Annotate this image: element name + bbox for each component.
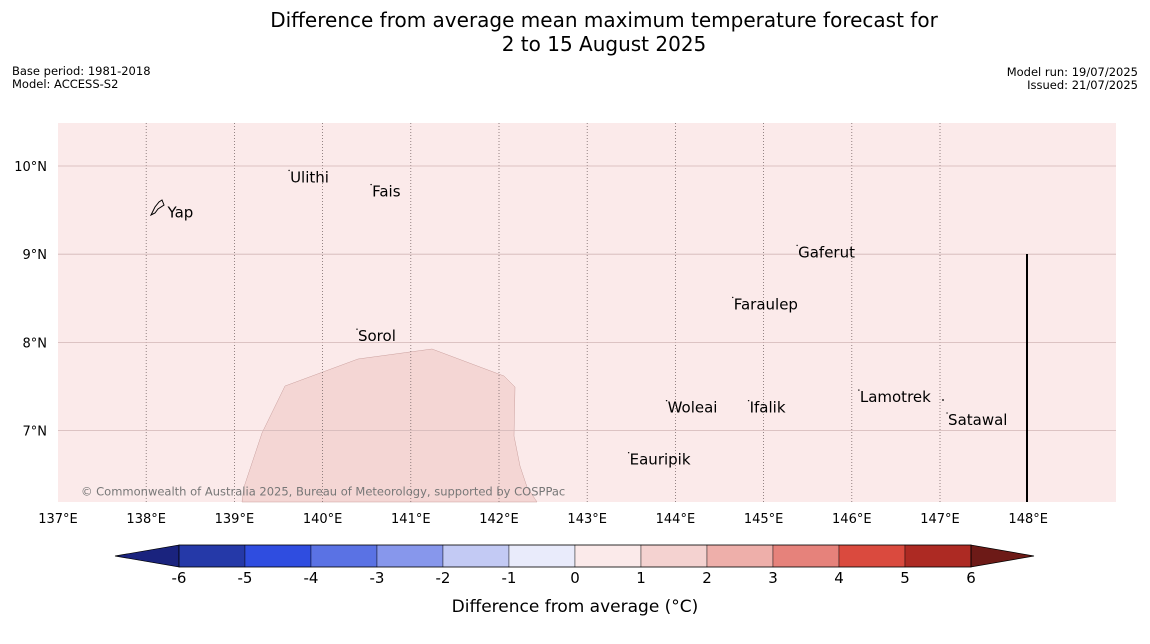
colorbar-bin [838,544,906,568]
run-info: Model run: 19/07/2025 Issued: 21/07/2025 [1007,66,1138,92]
latitude-labels: 10°N 9°N 8°N 7°N [14,160,47,440]
place-label-yap: Yap [166,204,193,222]
place-labels: Yap Ulithi Fais Gaferut Faraulep Sorol Lamotre… [166,168,1007,468]
island-dot [627,452,630,454]
island-dot [946,412,948,414]
latitude-label: 10°N [14,160,47,175]
island-dot [288,169,290,172]
longitude-label: 145°E [744,512,784,527]
island-dot [942,399,944,401]
model-text: Model: ACCESS-S2 [12,77,119,91]
model-run-text: Model run: 19/07/2025 [1006,65,1138,79]
island-dot [665,399,668,402]
base-period-text: Base period: 1981-2018 [12,64,151,78]
colorbar-tick-label: -2 [436,569,451,587]
colorbar-bin [376,544,444,568]
place-label-gaferut: Gaferut [798,243,855,261]
forecast-map: Yap Ulithi Fais Gaferut Faraulep Sorol Lamotre… [14,123,1116,617]
longitude-label: 141°E [391,512,431,527]
colorbar-bin [244,544,312,568]
colorbar-tick-label: -3 [370,569,385,587]
colorbar: -6 -5 -4 -3 -2 -1 0 1 2 3 4 5 6 Difference from aver… [114,544,1035,617]
anomaly-region-1-to-2 [241,348,538,503]
map-title: Difference from average mean maximum tem… [0,8,1150,56]
island-dot [370,183,372,186]
colorbar-tick-label: 1 [636,569,646,587]
island-dot [747,399,750,402]
longitude-label: 142°E [479,512,519,527]
place-label-woleai: Woleai [668,399,718,417]
colorbar-bin [442,544,510,568]
colorbar-bin [574,544,642,568]
place-label-lamotrek: Lamotrek [860,388,931,406]
longitude-labels: 137°E 138°E 139°E 140°E 141°E 142°E 143°E 144°E… [38,512,1048,527]
base-info: Base period: 1981-2018 Model: ACCESS-S2 [12,65,151,91]
longitude-label: 140°E [303,512,343,527]
colorbar-bin [508,544,576,568]
colorbar-bin [640,544,708,568]
colorbar-tick-label: 6 [966,569,976,587]
colorbar-tick-label: -4 [304,569,319,587]
colorbar-bin [904,544,972,568]
title-line-2: 2 to 15 August 2025 [501,32,707,56]
colorbar-tick-label: -5 [238,569,253,587]
colorbar-low-extend [114,544,180,568]
longitude-label: 137°E [38,512,78,527]
colorbar-bins [178,544,972,568]
colorbar-tick-label: 5 [900,569,910,587]
colorbar-tick-label: 3 [768,569,778,587]
latitude-label: 8°N [23,336,48,351]
latitude-label: 9°N [23,248,48,263]
longitude-label: 148°E [1008,512,1048,527]
longitude-label: 138°E [126,512,166,527]
place-label-satawal: Satawal [948,411,1007,429]
place-label-fais: Fais [372,183,401,201]
issued-text: Issued: 21/07/2025 [1027,78,1138,92]
colorbar-tick-labels: -6 -5 -4 -3 -2 -1 0 1 2 3 4 5 6 [172,569,976,587]
island-dot [858,389,860,391]
island-dot [796,244,798,247]
place-label-ulithi: Ulithi [290,168,329,186]
colorbar-tick-label: 0 [570,569,580,587]
place-label-faraulep: Faraulep [734,295,798,313]
colorbar-label: Difference from average (°C) [452,597,699,617]
longitude-label: 139°E [215,512,255,527]
colorbar-high-extend [970,544,1035,568]
graticule [58,123,1116,502]
longitude-label: 146°E [832,512,872,527]
copyright-text: © Commonwealth of Australia 2025, Bureau… [81,485,565,499]
place-label-ifalik: Ifalik [750,399,786,417]
colorbar-tick-label: -6 [172,569,187,587]
colorbar-tick-label: -1 [502,569,517,587]
place-label-sorol: Sorol [358,327,396,345]
island-dot [356,328,358,330]
longitude-label: 144°E [656,512,696,527]
island-dot [732,296,734,299]
colorbar-tick-label: 2 [702,569,712,587]
colorbar-bin [178,544,246,568]
colorbar-frame [178,544,972,568]
longitude-label: 143°E [567,512,607,527]
colorbar-bin [310,544,378,568]
title-line-1: Difference from average mean maximum tem… [270,8,938,32]
yap-island [149,199,165,217]
latitude-label: 7°N [23,425,48,440]
colorbar-bin [772,544,840,568]
longitude-label: 147°E [920,512,960,527]
colorbar-bin [706,544,774,568]
colorbar-tick-label: 4 [834,569,844,587]
place-label-eauripik: Eauripik [630,451,691,469]
